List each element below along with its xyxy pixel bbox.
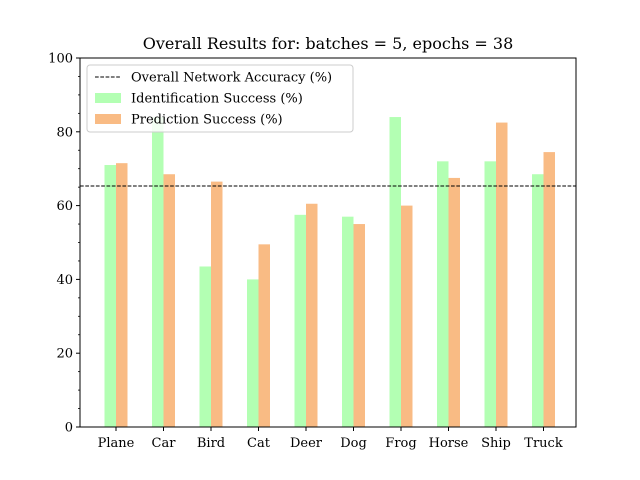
bar-identification-truck: [532, 174, 544, 427]
bar-identification-deer: [294, 214, 306, 427]
x-tick-label-deer: Deer: [290, 436, 323, 451]
bar-identification-dog: [342, 216, 354, 427]
y-tick-label: 80: [56, 125, 73, 140]
bar-prediction-deer: [306, 203, 318, 427]
y-tick-label: 20: [56, 347, 73, 362]
y-tick-label: 100: [48, 52, 73, 67]
legend: Overall Network Accuracy (%) Identificati…: [86, 64, 354, 133]
bar-identification-car: [152, 117, 164, 427]
chart-title: Overall Results for: batches = 5, epochs…: [143, 34, 514, 53]
legend-swatch: [95, 93, 121, 103]
y-tick-label: 40: [56, 273, 73, 288]
bar-prediction-dog: [353, 224, 365, 427]
legend-box: [86, 64, 354, 133]
bars-group: [104, 117, 555, 428]
bar-identification-horse: [437, 161, 449, 427]
x-tick-label-cat: Cat: [247, 436, 271, 451]
bar-identification-ship: [484, 161, 496, 427]
x-tick-label-horse: Horse: [429, 436, 469, 451]
x-tick-label-car: Car: [152, 436, 177, 451]
x-tick-label-frog: Frog: [385, 436, 416, 451]
legend-item-identification: Identification Success (%): [131, 92, 303, 107]
x-tick-label-bird: Bird: [197, 436, 225, 451]
legend-item-prediction: Prediction Success (%): [131, 113, 283, 128]
bar-prediction-bird: [211, 181, 223, 427]
axes-group: 0 20 40 60 80 100 Plane Car Bird Cat Deer Dog Frog Ho…: [48, 52, 577, 451]
legend-swatch: [95, 114, 121, 124]
bar-prediction-ship: [496, 122, 508, 427]
bar-identification-frog: [389, 117, 401, 427]
legend-item-overall-accuracy: Overall Network Accuracy (%): [131, 71, 332, 86]
x-tick-label-plane: Plane: [98, 436, 135, 451]
bar-prediction-plane: [116, 163, 128, 428]
bar-prediction-cat: [258, 244, 270, 427]
bar-prediction-truck: [543, 152, 555, 427]
x-tick-label-dog: Dog: [340, 436, 367, 451]
bar-prediction-frog: [401, 205, 413, 427]
y-tick-label: 60: [56, 199, 73, 214]
bar-identification-bird: [199, 266, 211, 427]
y-tick-label: 0: [65, 421, 73, 436]
x-tick-label-ship: Ship: [481, 436, 511, 451]
bar-identification-cat: [247, 279, 259, 427]
bar-prediction-car: [163, 174, 175, 427]
x-tick-label-truck: Truck: [524, 436, 563, 451]
bar-prediction-horse: [448, 177, 460, 427]
bar-identification-plane: [104, 165, 116, 427]
